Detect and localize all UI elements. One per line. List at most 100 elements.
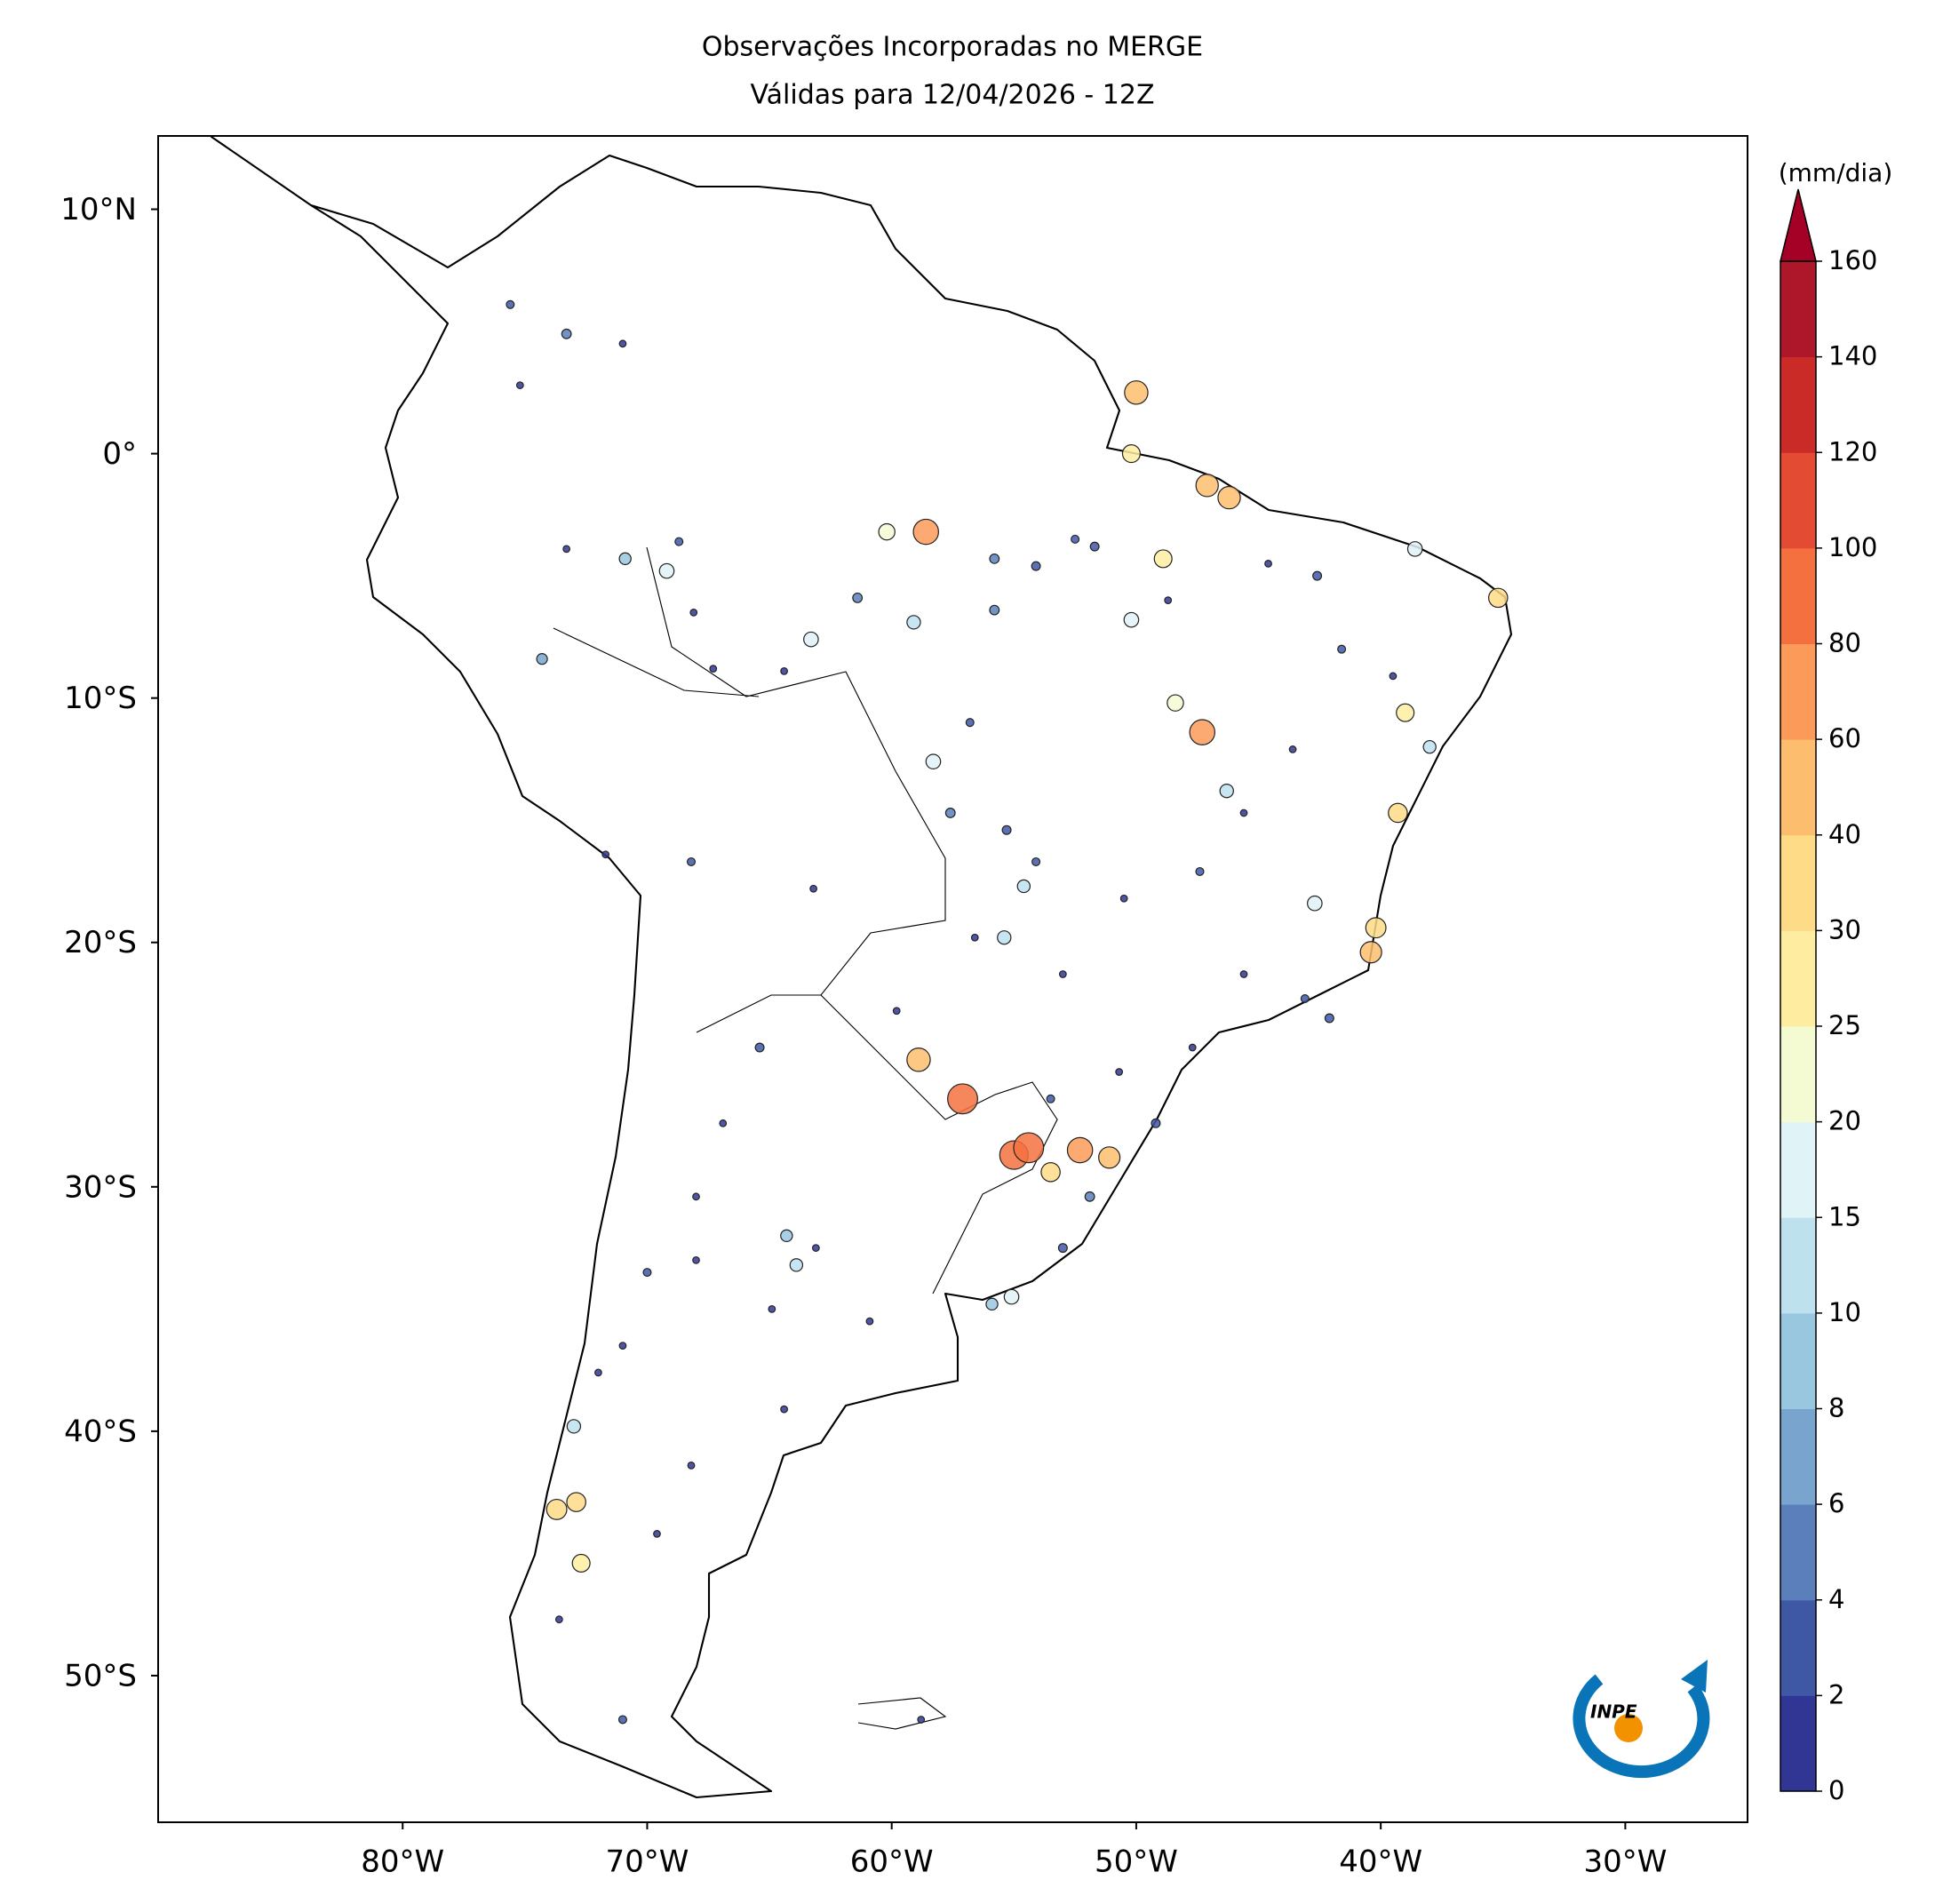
- station-marker: [1001, 825, 1012, 835]
- station-marker: [917, 1716, 926, 1724]
- colorbar-tick-label: 140: [1828, 341, 1877, 371]
- station-marker: [1264, 559, 1272, 568]
- colorbar-tick-label: 15: [1828, 1201, 1861, 1231]
- colorbar-tick-label: 0: [1828, 1775, 1844, 1805]
- x-tick-label: 30°W: [1583, 1844, 1667, 1880]
- station-marker: [1239, 809, 1248, 817]
- colorbar-label: (mm/dia): [1779, 158, 1893, 187]
- station-marker: [1195, 474, 1219, 498]
- x-tick-label: 70°W: [606, 1844, 689, 1880]
- station-marker: [1288, 745, 1297, 753]
- station-marker: [803, 631, 819, 648]
- station-marker: [692, 1192, 700, 1201]
- colorbar-segment: [1780, 1408, 1816, 1505]
- coastline: [210, 135, 1513, 1799]
- colorbar-tick-label: 60: [1828, 723, 1861, 753]
- y-tick-label: 10°N: [60, 192, 137, 227]
- station-marker: [754, 1042, 765, 1053]
- y-tick-label: 0°: [102, 436, 137, 472]
- colorbar-segment: [1780, 930, 1816, 1027]
- station-marker: [1084, 1191, 1095, 1202]
- station-marker: [561, 328, 572, 339]
- station-marker: [692, 1255, 700, 1264]
- colorbar-tick-label: 6: [1828, 1488, 1844, 1518]
- station-marker: [780, 667, 788, 675]
- colorbar-tick-label: 100: [1828, 532, 1877, 562]
- station-marker: [687, 1462, 696, 1470]
- station-marker: [1217, 485, 1241, 510]
- station-marker: [1151, 1118, 1161, 1128]
- station-marker: [1337, 644, 1347, 654]
- station-marker: [1164, 596, 1173, 605]
- station-marker: [1312, 570, 1323, 581]
- station-marker: [1365, 917, 1387, 939]
- colorbar-tick-label: 160: [1828, 245, 1877, 275]
- map-subtitle: Válidas para 12/04/2026 - 12Z: [750, 80, 1154, 111]
- colorbar-tick-label: 8: [1828, 1393, 1844, 1423]
- x-tick-label: 50°W: [1095, 1844, 1178, 1880]
- station-marker: [852, 592, 864, 603]
- station-marker: [536, 653, 548, 665]
- station-marker: [1389, 672, 1398, 681]
- colorbar-tick-label: 30: [1828, 914, 1861, 944]
- station-marker: [658, 562, 675, 579]
- station-marker: [906, 1048, 931, 1072]
- colorbar-tick-label: 25: [1828, 1010, 1861, 1040]
- colorbar-segment: [1780, 739, 1816, 836]
- colorbar-tick-label: 10: [1828, 1297, 1861, 1327]
- station-marker: [1071, 534, 1080, 544]
- station-marker: [554, 1615, 563, 1624]
- station-marker: [1359, 941, 1382, 964]
- station-marker: [562, 545, 571, 554]
- station-marker: [811, 1244, 820, 1252]
- station-marker: [944, 808, 956, 818]
- station-marker: [618, 339, 627, 348]
- station-marker: [618, 1342, 627, 1350]
- colorbar-segment: [1780, 547, 1816, 644]
- station-marker: [780, 1229, 793, 1243]
- station-marker: [1124, 380, 1149, 405]
- station-marker: [925, 753, 942, 769]
- station-marker: [719, 1119, 728, 1127]
- station-marker: [1119, 894, 1128, 903]
- colorbar-extend: [1780, 188, 1817, 262]
- station-marker: [545, 1498, 568, 1520]
- colorbar-segment: [1780, 834, 1816, 931]
- colorbar-segment: [1780, 1599, 1816, 1696]
- station-marker: [1046, 1094, 1055, 1103]
- colorbar-tick-label: 2: [1828, 1679, 1844, 1709]
- station-marker: [674, 537, 684, 546]
- station-marker: [1040, 1162, 1061, 1183]
- station-marker: [1003, 1288, 1020, 1305]
- station-marker: [892, 1007, 901, 1016]
- station-marker: [1089, 541, 1100, 552]
- y-tick-label: 10°S: [64, 681, 137, 716]
- station-marker: [1189, 719, 1216, 745]
- colorbar-segment: [1780, 1121, 1816, 1218]
- station-marker: [1016, 879, 1031, 894]
- station-marker: [1324, 1013, 1334, 1024]
- station-marker: [768, 1304, 776, 1313]
- y-tick-label: 50°S: [64, 1658, 137, 1693]
- station-marker: [947, 1083, 978, 1115]
- station-marker: [689, 609, 698, 617]
- station-marker: [1388, 802, 1408, 824]
- station-marker: [1057, 1243, 1068, 1254]
- station-marker: [618, 552, 632, 566]
- station-marker: [617, 1715, 627, 1725]
- station-marker: [1195, 866, 1205, 876]
- x-tick-label: 40°W: [1339, 1844, 1422, 1880]
- station-marker: [1153, 549, 1173, 569]
- logo-text: INPE: [1590, 1701, 1637, 1723]
- station-marker: [1121, 444, 1141, 464]
- station-marker: [1167, 694, 1184, 712]
- station-marker: [1396, 703, 1415, 722]
- station-marker: [1188, 1043, 1197, 1052]
- colorbar-segment: [1780, 643, 1816, 740]
- station-marker: [566, 1492, 586, 1512]
- map-title: Observações Incorporadas no MERGE: [702, 32, 1203, 63]
- station-marker: [1031, 561, 1041, 571]
- station-marker: [1098, 1146, 1121, 1169]
- station-marker: [653, 1530, 661, 1538]
